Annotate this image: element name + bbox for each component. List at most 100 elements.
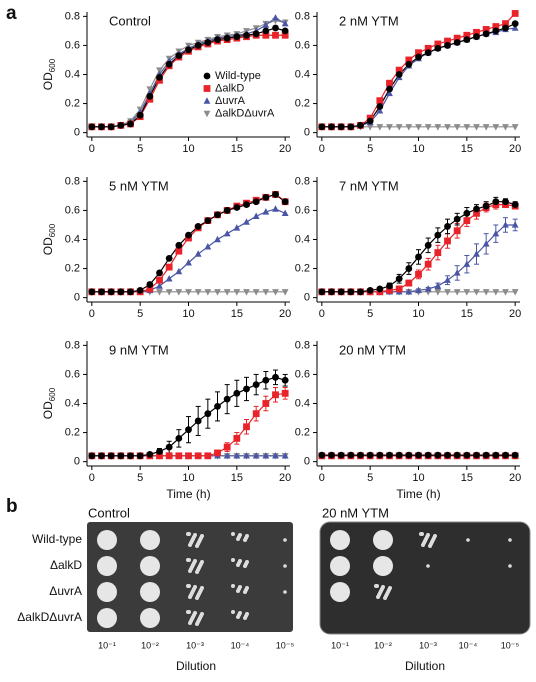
x-tick-label: 20: [509, 308, 521, 320]
plate-title: Control: [88, 505, 130, 520]
marker: [453, 269, 461, 276]
legend-marker: [203, 110, 211, 118]
series-line: [91, 193, 286, 293]
colony-spot: [508, 564, 512, 568]
marker: [444, 276, 451, 283]
marker: [252, 198, 260, 206]
colony-spot: [231, 532, 235, 536]
colony-spot: [330, 556, 350, 576]
marker: [281, 31, 289, 39]
marker: [444, 237, 451, 245]
colony-spot: [383, 596, 387, 600]
marker: [395, 275, 403, 283]
y-tick-label: 0.6: [65, 368, 80, 380]
marker: [511, 289, 519, 296]
legend-marker: [203, 85, 211, 92]
marker: [376, 107, 384, 114]
x-tick-label: 10: [182, 472, 194, 484]
series-line: [91, 193, 286, 293]
marker: [415, 270, 422, 278]
x-tick-label: 10: [182, 143, 194, 155]
y-tick-label: 0.6: [295, 368, 310, 380]
marker: [328, 288, 335, 296]
marker: [502, 221, 509, 228]
colony-spot: [376, 595, 380, 599]
legend-label: Wild-type: [215, 70, 261, 82]
marker: [453, 215, 461, 223]
marker: [386, 124, 393, 131]
marker: [453, 124, 461, 131]
marker: [473, 28, 480, 36]
marker: [107, 452, 115, 460]
y-tick-label: 0.2: [65, 262, 80, 274]
colony-spot: [283, 538, 287, 542]
marker: [463, 31, 471, 39]
marker: [318, 288, 326, 296]
colony-spot: [97, 530, 117, 550]
colony-spot: [188, 595, 192, 599]
marker: [463, 289, 471, 296]
marker: [146, 92, 154, 100]
marker: [272, 191, 279, 198]
y-tick-label: 0: [304, 292, 310, 304]
marker: [262, 21, 270, 28]
x-tick-label: 5: [137, 472, 143, 484]
marker: [473, 289, 480, 296]
marker: [453, 227, 461, 235]
marker: [281, 198, 289, 206]
y-tick-label: 0.8: [295, 10, 310, 22]
y-tick-label: 0: [304, 456, 310, 468]
marker: [214, 235, 221, 243]
colony-spot: [195, 622, 199, 626]
chart-title: 2 nM YTM: [339, 13, 399, 28]
x-tick-label: 5: [137, 308, 143, 320]
colony-spot: [236, 537, 240, 541]
marker: [482, 240, 490, 247]
y-tick-label: 0.8: [65, 10, 80, 22]
marker: [415, 124, 422, 131]
marker: [233, 389, 241, 397]
marker: [262, 31, 270, 39]
marker: [386, 286, 393, 294]
marker: [424, 285, 432, 292]
marker: [243, 423, 250, 431]
colony-spot: [330, 530, 350, 550]
marker: [214, 449, 221, 457]
marker: [252, 212, 260, 219]
x-tick-label: 15: [461, 143, 473, 155]
marker: [415, 451, 422, 459]
marker: [463, 217, 471, 225]
marker: [252, 452, 260, 459]
y-tick-label: 0.4: [295, 68, 310, 80]
marker: [204, 243, 212, 250]
y-tick-label: 0.2: [295, 426, 310, 438]
marker: [175, 267, 183, 275]
legend-label: ΔalkD: [215, 82, 244, 94]
marker: [272, 24, 279, 32]
marker: [376, 97, 384, 105]
marker: [366, 117, 374, 125]
chart-title: 20 nM YTM: [339, 342, 406, 357]
colony-spot: [140, 582, 160, 602]
marker: [405, 124, 413, 131]
y-tick-label: 0.4: [295, 397, 310, 409]
marker: [424, 241, 432, 249]
panel-label: a: [6, 3, 17, 24]
chart-title: Control: [109, 13, 151, 28]
y-tick-label: 0.2: [65, 97, 80, 109]
marker: [366, 124, 374, 131]
dilution-label: 10⁻²: [141, 640, 159, 650]
y-tick-label: 0.8: [295, 175, 310, 187]
marker: [357, 288, 364, 296]
marker: [252, 30, 260, 38]
x-axis-label: Time (h): [166, 487, 210, 501]
x-tick-label: 0: [89, 472, 95, 484]
marker: [223, 395, 231, 403]
y-axis-label-main: OD: [41, 72, 55, 90]
marker: [386, 451, 393, 459]
colony-spot: [140, 608, 160, 628]
y-tick-label: 0: [304, 127, 310, 139]
marker: [146, 285, 154, 293]
marker: [386, 89, 393, 97]
marker: [424, 44, 432, 52]
